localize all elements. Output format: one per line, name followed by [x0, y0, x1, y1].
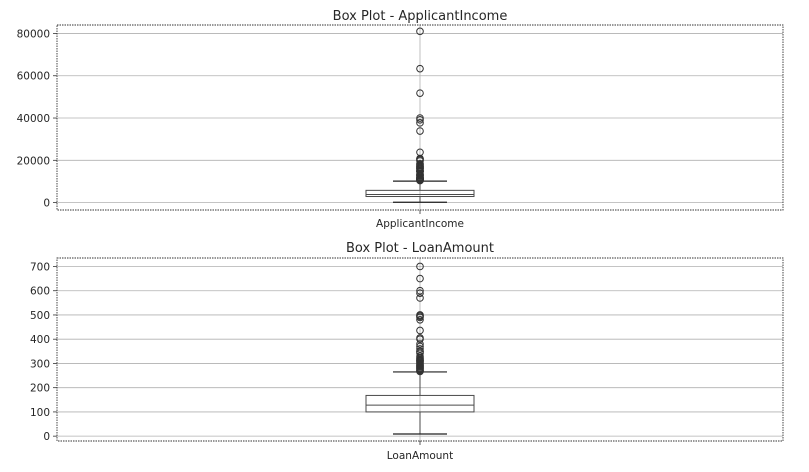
y-tick-label: 0	[43, 198, 50, 210]
outlier-point	[416, 286, 424, 295]
outlier-point	[416, 64, 424, 73]
y-tick-label: 60000	[17, 71, 50, 83]
y-tick-label: 0	[43, 431, 50, 443]
outlier-point	[416, 367, 424, 376]
chart-title: Box Plot - LoanAmount	[346, 241, 494, 256]
outlier-point	[416, 89, 424, 97]
outlier-point	[416, 27, 424, 36]
outlier-point	[416, 176, 424, 185]
y-tick-label: 400	[30, 334, 50, 346]
outlier-point	[416, 119, 424, 127]
iqr-box	[365, 394, 475, 413]
chart-applicant-income: Box Plot - ApplicantIncome 0 20000 40000 60…	[17, 9, 784, 230]
y-tick-label: 700	[30, 261, 50, 273]
plot-frame	[56, 24, 784, 211]
outlier-point	[416, 316, 424, 324]
outlier-point	[416, 345, 424, 353]
outlier-point	[416, 313, 424, 322]
outlier-point	[416, 340, 424, 348]
chart-title: Box Plot - ApplicantIncome	[333, 9, 508, 24]
y-tick-label: 300	[30, 358, 50, 370]
y-tick-label: 40000	[17, 113, 50, 125]
y-tick-label: 80000	[17, 28, 50, 40]
outlier-point	[416, 127, 424, 135]
outlier-point	[416, 326, 424, 335]
y-tick-label: 20000	[17, 155, 50, 167]
plot-frame	[56, 257, 784, 442]
x-category-label: ApplicantIncome	[376, 218, 464, 230]
y-tick-label: 200	[30, 383, 50, 395]
outlier-point	[416, 116, 424, 124]
outlier-point	[416, 262, 424, 271]
outlier-point	[416, 274, 424, 283]
outlier-point	[416, 289, 424, 297]
y-tick-label: 100	[30, 407, 50, 419]
iqr-box	[365, 189, 475, 198]
y-tick-label: 600	[30, 286, 50, 298]
x-category-label: LoanAmount	[387, 450, 453, 462]
chart-loan-amount: Box Plot - LoanAmount 0 100 200 300 400 500 60…	[30, 241, 784, 462]
y-tick-label: 500	[30, 310, 50, 322]
outlier-point	[416, 294, 424, 302]
outlier-point	[416, 335, 424, 343]
